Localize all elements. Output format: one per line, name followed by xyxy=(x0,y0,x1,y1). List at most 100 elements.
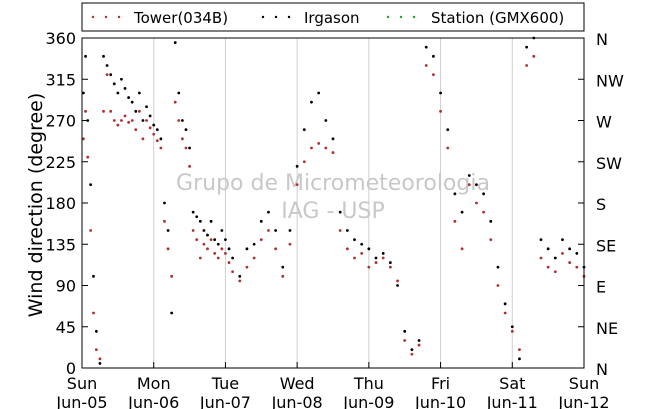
y-axis-ticks: 0 45 90 135 180 225 270 315 360 xyxy=(45,29,584,378)
data-point xyxy=(245,247,249,251)
data-point xyxy=(84,54,87,58)
data-point xyxy=(238,279,242,283)
data-point xyxy=(345,247,349,251)
data-point xyxy=(503,302,507,306)
data-point xyxy=(198,256,202,260)
legend-marker-tower xyxy=(91,15,95,19)
x-tick-date-label: Jun-05 xyxy=(55,393,107,409)
data-point xyxy=(216,242,220,246)
data-point xyxy=(575,252,579,255)
data-point xyxy=(561,238,564,242)
x-tick-date-label: Jun-12 xyxy=(557,393,609,409)
data-point xyxy=(388,265,392,269)
data-point xyxy=(553,270,557,274)
data-point xyxy=(184,128,188,132)
x-tick-date-label: Jun-11 xyxy=(486,393,538,409)
data-point xyxy=(503,311,507,315)
data-point xyxy=(177,91,181,95)
y-tick-label: 45 xyxy=(56,318,76,337)
data-point xyxy=(424,45,428,49)
data-point xyxy=(439,91,442,95)
data-point xyxy=(396,279,399,283)
data-point xyxy=(446,128,450,132)
data-point xyxy=(89,183,93,187)
data-point xyxy=(345,229,349,232)
data-point xyxy=(432,54,435,58)
data-point xyxy=(209,238,213,242)
grid-lines xyxy=(153,38,513,368)
data-point xyxy=(575,265,579,269)
x-tick-day-label: Mon xyxy=(137,374,171,393)
x-tick-date-label: Jun-10 xyxy=(414,393,466,409)
data-point xyxy=(227,261,231,264)
data-point xyxy=(102,109,105,113)
data-point xyxy=(546,265,550,269)
y-tick-label: 360 xyxy=(45,29,76,48)
data-point xyxy=(374,261,378,264)
data-point xyxy=(216,256,220,260)
legend-marker-irgason xyxy=(287,15,291,19)
data-point xyxy=(166,247,170,251)
data-point xyxy=(374,256,378,260)
data-point xyxy=(252,256,256,260)
data-point xyxy=(177,119,181,122)
series-irgason xyxy=(82,36,586,365)
data-point xyxy=(159,146,163,150)
data-point xyxy=(137,109,141,113)
data-point xyxy=(360,252,364,255)
data-point xyxy=(539,238,543,242)
data-point xyxy=(331,151,335,154)
data-point xyxy=(191,210,195,214)
data-point xyxy=(496,284,500,287)
data-point xyxy=(267,229,270,232)
data-point xyxy=(155,128,159,132)
data-point xyxy=(238,274,242,278)
compass-label: N xyxy=(596,360,608,379)
data-point xyxy=(310,146,313,150)
y-tick-label: 0 xyxy=(66,359,76,378)
data-point xyxy=(489,219,493,223)
data-point xyxy=(220,229,224,232)
legend-frame xyxy=(81,2,585,32)
data-point xyxy=(453,192,457,196)
x-tick-day-label: Fri xyxy=(431,374,450,393)
data-point xyxy=(98,362,102,365)
x-tick-day-label: Tue xyxy=(211,374,239,393)
data-point xyxy=(396,284,399,287)
legend-label-station: Station (GMX600) xyxy=(431,9,564,27)
data-point xyxy=(86,155,90,159)
data-point xyxy=(388,261,392,264)
data-point xyxy=(417,339,421,342)
data-point xyxy=(259,238,263,242)
data-point xyxy=(148,126,152,130)
data-point xyxy=(259,219,263,223)
data-point xyxy=(324,119,328,122)
data-point xyxy=(206,247,209,251)
data-point xyxy=(467,174,471,177)
data-point xyxy=(105,64,109,67)
data-point xyxy=(105,73,109,77)
data-point xyxy=(410,348,414,352)
legend-marker-irgason xyxy=(261,15,265,19)
legend-marker-irgason xyxy=(274,15,278,19)
legend-label-tower: Tower(034B) xyxy=(133,9,228,27)
data-point xyxy=(163,201,166,205)
data-point xyxy=(145,105,148,109)
compass-axis: N NE E SE S SW W NW N xyxy=(596,30,624,379)
data-point xyxy=(134,128,138,132)
x-tick-day-label: Sun xyxy=(67,374,97,393)
data-point xyxy=(181,137,184,141)
data-point xyxy=(417,343,421,347)
data-point xyxy=(112,119,116,122)
data-point xyxy=(120,119,123,122)
data-point xyxy=(227,247,231,251)
data-point xyxy=(568,247,572,251)
data-point xyxy=(155,139,159,143)
x-tick-day-label: Wed xyxy=(280,374,315,393)
data-point xyxy=(353,238,356,242)
data-point xyxy=(381,256,385,260)
data-point xyxy=(137,91,141,95)
data-point xyxy=(170,274,174,278)
data-point xyxy=(453,219,457,223)
data-point xyxy=(367,247,371,251)
